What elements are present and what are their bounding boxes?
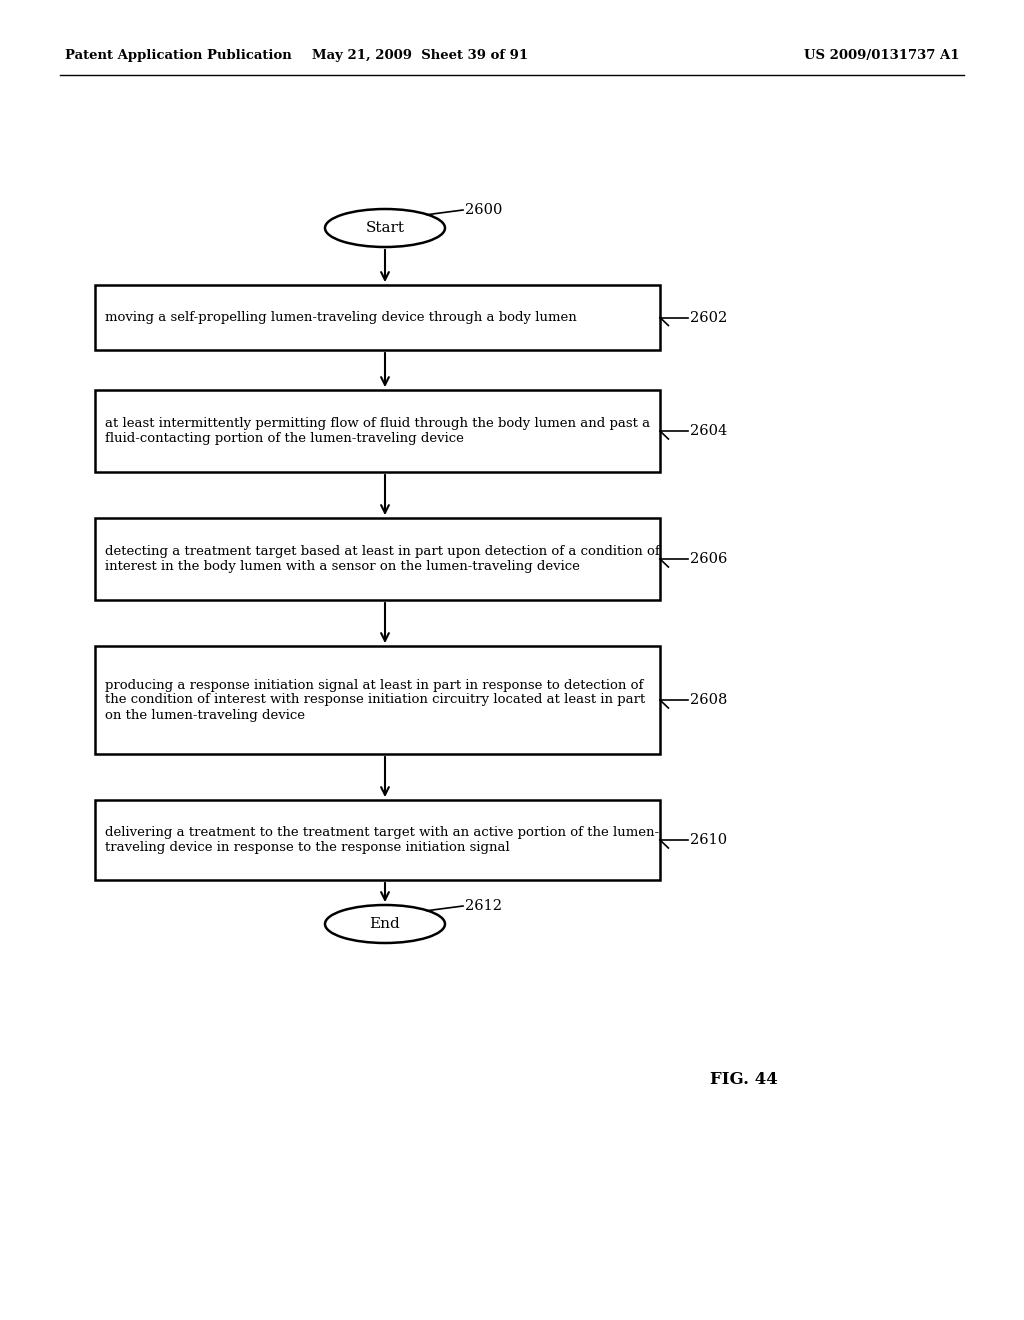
Text: May 21, 2009  Sheet 39 of 91: May 21, 2009 Sheet 39 of 91 (312, 49, 528, 62)
Text: FIG. 44: FIG. 44 (710, 1072, 778, 1089)
Bar (95, 389, 660, 473)
Ellipse shape (325, 209, 445, 247)
Text: moving a self-propelling lumen-traveling device through a body lumen: moving a self-propelling lumen-traveling… (105, 312, 577, 323)
Text: End: End (370, 917, 400, 931)
Ellipse shape (325, 906, 445, 942)
Text: 2610: 2610 (690, 833, 727, 847)
Bar (95, 285, 660, 350)
Text: Start: Start (366, 220, 404, 235)
Text: delivering a treatment to the treatment target with an active portion of the lum: delivering a treatment to the treatment … (105, 826, 659, 854)
Text: producing a response initiation signal at least in part in response to detection: producing a response initiation signal a… (105, 678, 645, 722)
Text: 2600: 2600 (465, 203, 503, 216)
Text: 2602: 2602 (690, 310, 727, 325)
Text: 2612: 2612 (465, 899, 502, 913)
Text: 2608: 2608 (690, 693, 727, 708)
Bar (95, 800, 660, 880)
Text: at least intermittently permitting flow of fluid through the body lumen and past: at least intermittently permitting flow … (105, 417, 650, 445)
Text: detecting a treatment target based at least in part upon detection of a conditio: detecting a treatment target based at le… (105, 545, 659, 573)
Text: 2604: 2604 (690, 424, 727, 438)
Bar (95, 645, 660, 754)
Bar (95, 517, 660, 601)
Text: 2606: 2606 (690, 552, 727, 566)
Text: Patent Application Publication: Patent Application Publication (65, 49, 292, 62)
Text: US 2009/0131737 A1: US 2009/0131737 A1 (804, 49, 959, 62)
